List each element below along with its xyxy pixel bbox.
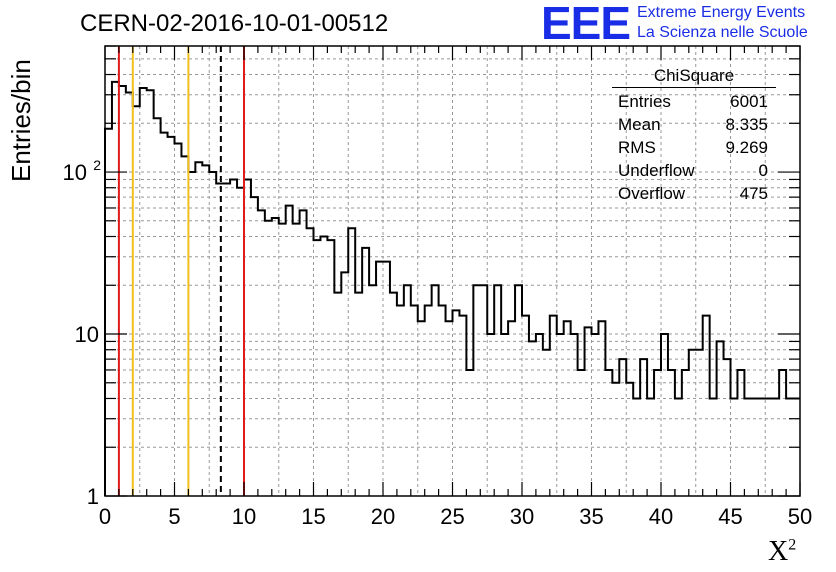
logo-line-1: Extreme Energy Events (637, 4, 806, 21)
stats-row-entries: Entries 6001 (612, 90, 776, 113)
reference-lines (117, 46, 245, 496)
x-tick-label: 10 (232, 504, 256, 529)
stats-label: Underflow (618, 161, 695, 180)
stats-row-mean: Mean 8.335 (612, 113, 776, 136)
eee-logo: EEE (541, 0, 631, 49)
x-tick-label: 5 (168, 504, 180, 529)
y-axis-label: Entries/bin (6, 59, 36, 182)
stats-label: Entries (618, 92, 671, 111)
stats-label: RMS (618, 138, 656, 157)
y-tick-label: 1 (87, 484, 99, 509)
stats-row-rms: RMS 9.269 (612, 136, 776, 159)
x-tick-label: 15 (301, 504, 325, 529)
stats-value: 475 (739, 184, 768, 203)
stats-label: Mean (618, 115, 661, 134)
x-tick-label: 0 (99, 504, 111, 529)
stats-label: Overflow (618, 184, 686, 203)
histogram-series (104, 80, 800, 496)
x-tick-label: 40 (649, 504, 673, 529)
stats-row-underflow: Underflow 0 (612, 159, 776, 182)
x-axis-label: X2 (768, 536, 796, 568)
axis-ticks (104, 45, 801, 497)
y-tick-label: 10 (75, 322, 99, 347)
x-tick-label: 25 (440, 504, 464, 529)
x-axis-label-text: X (768, 536, 789, 567)
x-tick-label: 45 (718, 504, 742, 529)
y-tick-label-sup: 2 (93, 157, 101, 173)
x-tick-label: 50 (788, 504, 812, 529)
x-tick-label: 30 (510, 504, 534, 529)
stats-row-overflow: Overflow 475 (612, 182, 776, 205)
stats-value: 8.335 (725, 115, 768, 134)
logo-line-2: La Scienza nelle Scuole (637, 24, 808, 41)
stats-value: 0 (758, 161, 768, 180)
x-axis-label-sup: 2 (788, 536, 797, 554)
histogram-step-line (104, 80, 800, 496)
y-tick-label: 10 (63, 160, 87, 185)
stats-value: 6001 (730, 92, 768, 111)
axis-tick-labels: 0 5 10 15 20 25 30 35 40 45 50 1 10 10 2 (63, 157, 813, 529)
x-tick-label: 35 (579, 504, 603, 529)
stats-title: ChiSquare (612, 66, 776, 88)
x-tick-label: 20 (371, 504, 395, 529)
stats-value: 9.269 (725, 138, 768, 157)
run-title: CERN-02-2016-10-01-00512 (80, 10, 389, 37)
stats-box: ChiSquare Entries 6001 Mean 8.335 RMS 9.… (612, 66, 776, 205)
